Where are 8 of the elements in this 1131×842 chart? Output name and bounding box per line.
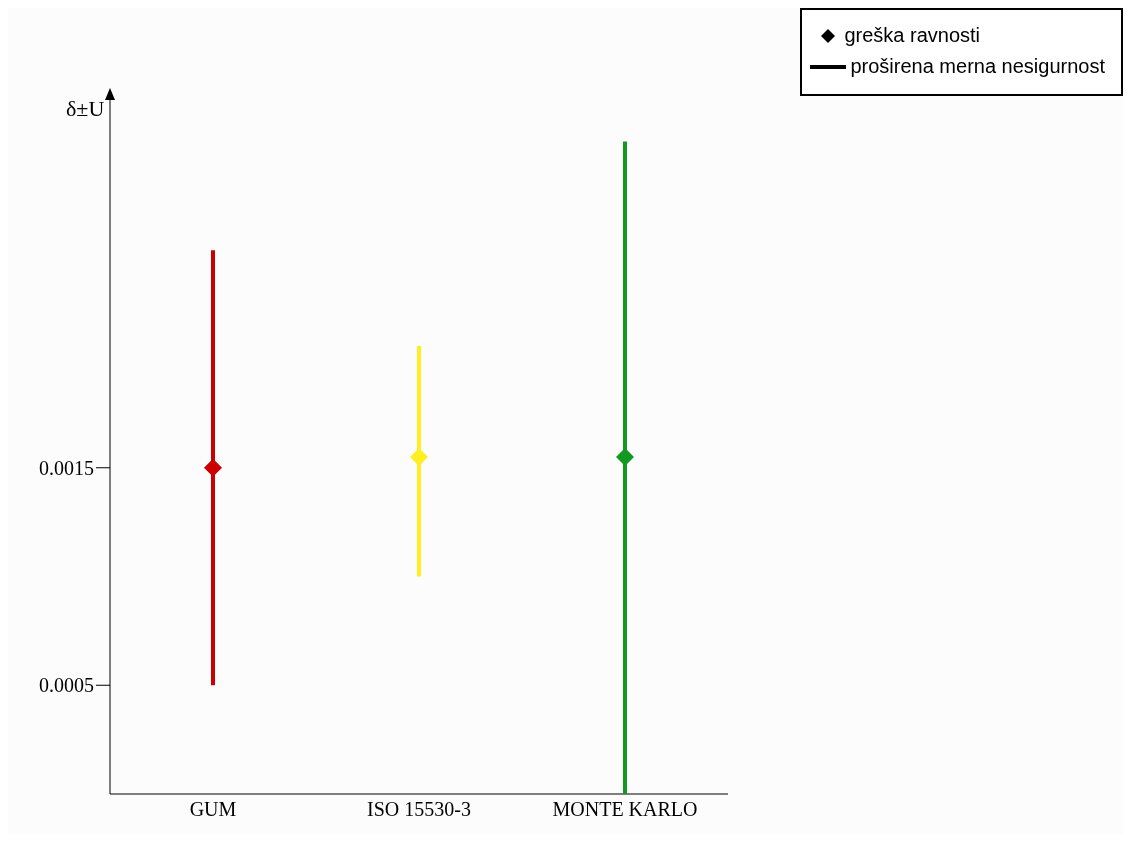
text: greška ravnosti [844, 24, 981, 47]
text: proširena merna nesigurnost [850, 55, 1105, 78]
x-tick-label: ISO 15530-3 [367, 798, 471, 821]
y-axis-title: δ±U [66, 96, 105, 122]
y-tick-label: 0.0005 [39, 674, 94, 697]
x-tick-label: GUM [189, 798, 237, 821]
y-tick-label: 0.0015 [39, 456, 94, 479]
x-tick-label: MONTE KARLO [552, 798, 698, 821]
